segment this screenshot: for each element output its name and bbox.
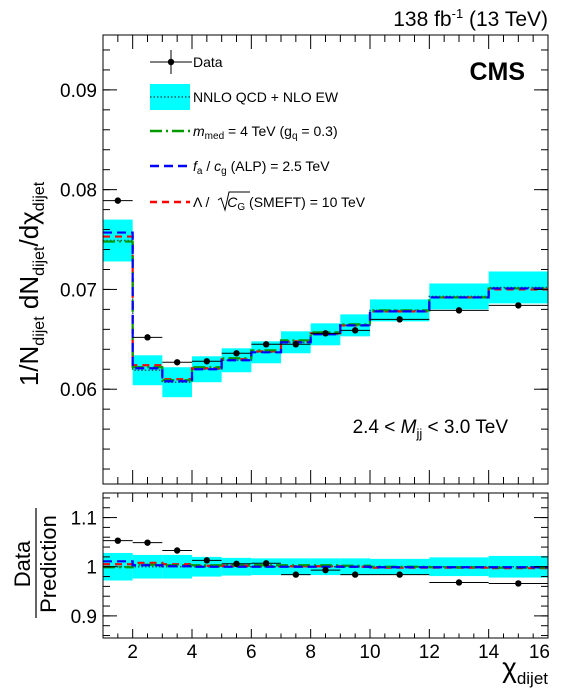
y-tick-label: 0.06: [60, 380, 97, 401]
alp-step-line: [103, 231, 548, 383]
legend: Data NNLO QCD + NLO EW mmed = 4 TeV (gq …: [150, 50, 366, 213]
ratio-frame: 0.9 1 1.1 2 4 6 8 10 12 14 16: [71, 492, 550, 663]
legend-label-smeft: Λ / CG (SMEFT) = 10 TeV: [193, 194, 366, 213]
data-point: [144, 334, 151, 341]
mass-bin-label: 2.4 < Mjj < 3.0 TeV: [353, 417, 509, 441]
model-lines-main: [103, 231, 548, 383]
data-point: [262, 341, 270, 348]
data-point: [203, 557, 211, 564]
data-point: [322, 566, 329, 574]
data-point: [396, 571, 403, 578]
data-point: [351, 571, 359, 578]
data-point: [203, 358, 211, 365]
data-point: [515, 302, 522, 309]
data-point: [396, 316, 403, 323]
y-tick-label: 0.07: [60, 280, 97, 301]
data-points-main: [103, 197, 548, 366]
y-tick-label: 1.1: [71, 509, 97, 530]
y-tick-label: 0.09: [60, 81, 97, 102]
main-y-title: 1/Ndijet dNdijet/dχdijet: [14, 181, 48, 386]
ratio-y-title-numerator: Data: [10, 540, 35, 587]
data-point: [322, 330, 329, 337]
legend-entry-smeft: Λ / CG (SMEFT) = 10 TeV: [150, 191, 366, 213]
legend-entry-alp: fa / cg (ALP) = 2.5 TeV: [150, 158, 330, 177]
data-point: [292, 571, 300, 578]
data-point: [292, 341, 300, 348]
ratio-y-title: Data Prediction: [10, 508, 61, 618]
data-point: [114, 197, 122, 204]
prediction-band-main: [103, 219, 548, 398]
smeft-step-line: [103, 235, 548, 381]
data-point: [455, 307, 463, 314]
y-tick-label: 0.08: [60, 181, 97, 202]
x-tick-label: 14: [478, 642, 500, 663]
legend-label-mmed: mmed = 4 TeV (gq = 0.3): [193, 123, 338, 142]
legend-entry-band: NNLO QCD + NLO EW: [150, 84, 339, 110]
x-axis-title: χdijet: [502, 652, 548, 688]
legend-entry-data: Data: [150, 50, 223, 74]
cms-label: CMS: [469, 58, 525, 86]
x-tick-label: 4: [187, 642, 198, 663]
x-tick-label: 8: [305, 642, 316, 663]
data-point: [173, 547, 181, 554]
band-bin: [132, 554, 163, 579]
band-bin: [132, 355, 163, 386]
data-point: [233, 560, 240, 567]
data-point: [515, 580, 522, 587]
data-point: [262, 560, 270, 567]
ratio-y-title-denominator: Prediction: [36, 515, 61, 613]
data-point: [455, 579, 463, 586]
sqrt-sign: [217, 191, 250, 212]
data-point: [233, 350, 240, 357]
x-tick-label: 16: [529, 642, 550, 663]
x-tick-label: 2: [127, 642, 138, 663]
nnlo-line-main: [103, 239, 548, 383]
legend-entry-mmed: mmed = 4 TeV (gq = 0.3): [150, 123, 338, 142]
nnlo-central-line: [103, 239, 548, 383]
legend-label-data: Data: [193, 54, 223, 70]
x-tick-label: 12: [419, 642, 440, 663]
data-point: [144, 539, 151, 546]
data-point: [351, 327, 359, 334]
legend-label-alp: fa / cg (ALP) = 2.5 TeV: [193, 158, 330, 177]
x-tick-label: 6: [246, 642, 257, 663]
data-point: [114, 537, 122, 544]
legend-label-band: NNLO QCD + NLO EW: [193, 89, 339, 105]
lumi-label: 138 fb-1 (13 TeV): [393, 6, 548, 31]
data-points-ratio: [103, 537, 548, 587]
main-frame: 0.06 0.07 0.08 0.09: [60, 34, 549, 485]
band-bin: [221, 348, 252, 373]
x-tick-label: 10: [359, 642, 380, 663]
y-tick-label: 0.9: [71, 607, 97, 628]
y-tick-label: 1: [86, 558, 97, 579]
data-point: [173, 359, 181, 366]
